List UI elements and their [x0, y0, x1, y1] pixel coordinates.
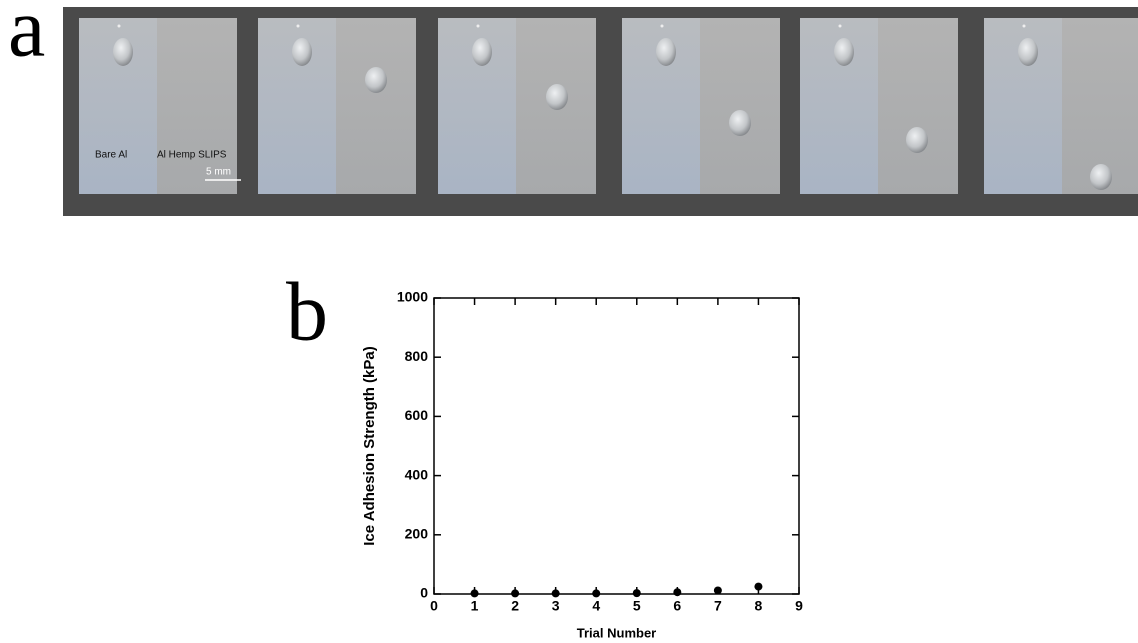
panel-label: b — [286, 265, 328, 358]
droplet — [113, 38, 133, 66]
x-tick-label: 8 — [755, 598, 763, 614]
dot — [296, 24, 300, 28]
chart: 0 200 400 600 800 1000 0 1 2 3 4 5 6 7 8 9 Trial Number I… — [361, 289, 803, 641]
plate-right — [700, 18, 780, 194]
x-tick-label: 0 — [430, 598, 438, 614]
droplet — [834, 38, 854, 66]
y-tick-label: 800 — [405, 348, 429, 364]
plate-right — [157, 18, 237, 194]
droplet — [546, 84, 568, 110]
x-tick-label: 9 — [795, 598, 803, 614]
y-tick-label: 600 — [405, 407, 429, 423]
panel-label: a — [8, 0, 45, 74]
droplet — [656, 38, 676, 66]
point — [713, 586, 722, 595]
y-axis-title: Ice Adhesion Strength (kPa) — [361, 346, 378, 545]
droplet — [1090, 164, 1112, 190]
x-tick-label: 1 — [471, 598, 479, 614]
x-tick-label: 7 — [714, 598, 722, 614]
droplet — [292, 38, 312, 66]
dot — [660, 24, 664, 28]
y-tick-label: 400 — [405, 466, 429, 482]
scale-bar-label: 5 mm — [206, 167, 231, 178]
dot — [117, 24, 121, 28]
droplet — [1018, 38, 1038, 66]
y-tick-label: 1000 — [397, 289, 428, 305]
plate-right — [336, 18, 416, 194]
x-tick-label: 4 — [592, 598, 600, 614]
dot — [1022, 24, 1026, 28]
point — [673, 588, 682, 597]
point — [592, 589, 601, 598]
dot — [838, 24, 842, 28]
droplet — [472, 38, 492, 66]
photo-strip: Bare Al Al Hemp SLIPS 5 mm — [63, 7, 1138, 216]
photo-label: Bare Al — [95, 150, 127, 161]
x-tick-label: 3 — [552, 598, 560, 614]
plates — [79, 18, 1138, 194]
y-tick-label: 0 — [420, 585, 428, 601]
plot-frame — [433, 297, 800, 595]
x-axis-title: Trial Number — [577, 625, 656, 640]
x-tick-label: 2 — [511, 598, 519, 614]
photo-label: Al Hemp SLIPS — [157, 150, 227, 161]
photo-background — [63, 7, 1138, 216]
point — [551, 589, 560, 598]
y-tick-label: 200 — [405, 526, 429, 542]
dot — [476, 24, 480, 28]
droplet — [729, 110, 751, 136]
x-tick-label: 5 — [633, 598, 641, 614]
droplet — [365, 67, 387, 93]
point — [470, 589, 479, 598]
point — [754, 582, 763, 591]
plate-right — [878, 18, 958, 194]
point — [511, 589, 520, 598]
droplet — [906, 127, 928, 153]
point — [632, 589, 641, 598]
x-tick-label: 6 — [673, 598, 681, 614]
